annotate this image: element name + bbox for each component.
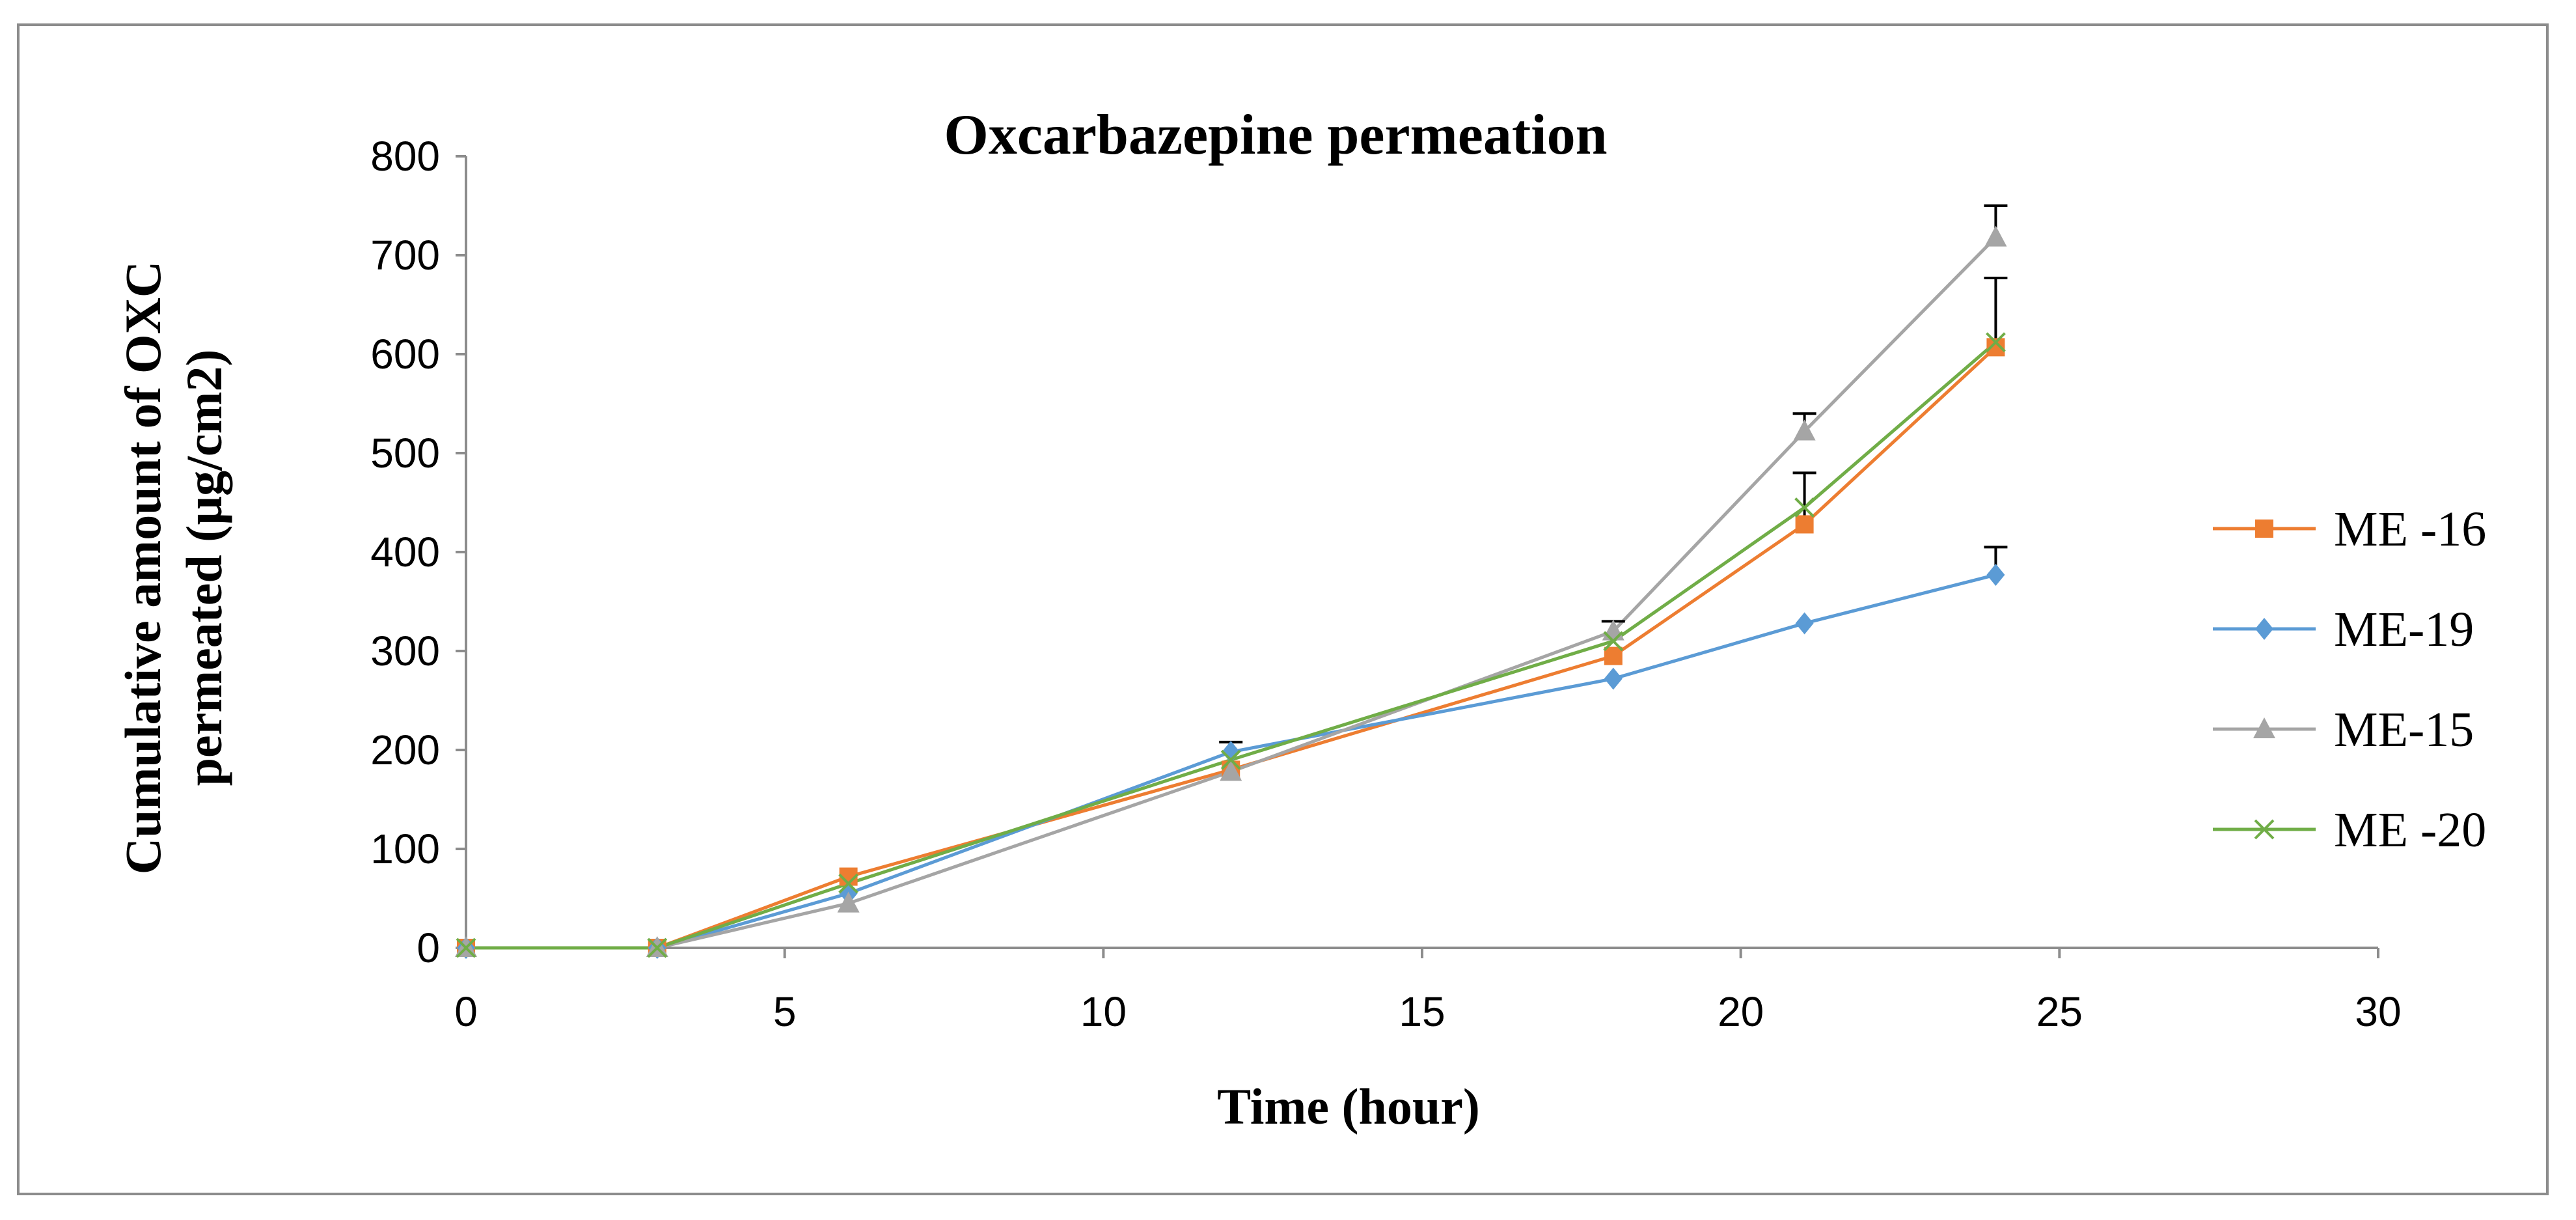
y-tick-label: 0 [417,924,440,971]
y-axis-title-line1: Cumulative amount of OXC [115,261,171,875]
y-tick-label: 700 [370,232,440,279]
legend-marker [2255,520,2273,538]
plot-area: 0 100 200 300 400 500 600 700 800 0 5 10 15 20 25 30 [370,133,2401,1035]
x-tick-label: 25 [2036,988,2083,1035]
x-tick-label: 30 [2355,988,2401,1035]
data-point [1793,419,1816,441]
legend-label: ME -16 [2334,502,2486,557]
legend-marker [2254,819,2275,840]
y-tick-label: 300 [370,628,440,674]
data-point [1604,646,1623,665]
oxcarbazepine-permeation-chart: Oxcarbazepine permeation Cumulative amou… [115,104,2486,1135]
legend-label: ME-15 [2334,702,2474,757]
x-tick-label: 5 [773,988,797,1035]
series-line-me-16 [466,346,1997,950]
x-axis-title: Time (hour) [1217,1078,1480,1135]
x-tick-label: 10 [1080,988,1127,1035]
legend-marker [2255,618,2273,640]
data-point [1604,667,1623,690]
data-point [1220,760,1242,781]
data-point [1795,515,1814,534]
data-point [838,873,859,894]
data-point [1795,612,1814,635]
y-tick-label: 800 [370,133,440,180]
data-point [1985,332,2006,353]
series-line-me-15 [466,236,1997,950]
legend-label: ME -20 [2334,803,2486,857]
data-point [837,891,860,913]
data-point [1222,741,1240,764]
x-tick-label: 15 [1399,988,1445,1035]
data-point [647,937,668,958]
y-tick-label: 600 [370,331,440,378]
x-tick-label: 20 [1718,988,1764,1035]
y-tick-label: 500 [370,430,440,477]
y-tick-label: 100 [370,825,440,872]
legend-label: ME-19 [2334,602,2474,657]
legend-marker [2253,717,2275,738]
y-tick-label: 200 [370,727,440,773]
legend: ME -16 ME-19 ME-15 ME -20 [2213,502,2486,857]
data-point [1986,563,2005,586]
data-point [456,937,476,958]
y-tick-label: 400 [370,529,440,575]
y-axis-title-line2: permeated (µg/cm2) [176,350,232,786]
data-point [1603,631,1624,652]
x-tick-label: 0 [454,988,478,1035]
data-point [1984,225,2007,247]
data-point [1220,749,1241,770]
chart-title: Oxcarbazepine permeation [944,104,1607,167]
series-line-me-20 [466,340,1997,950]
data-point [1794,497,1815,518]
chart-frame: Oxcarbazepine permeation Cumulative amou… [17,23,2549,1195]
